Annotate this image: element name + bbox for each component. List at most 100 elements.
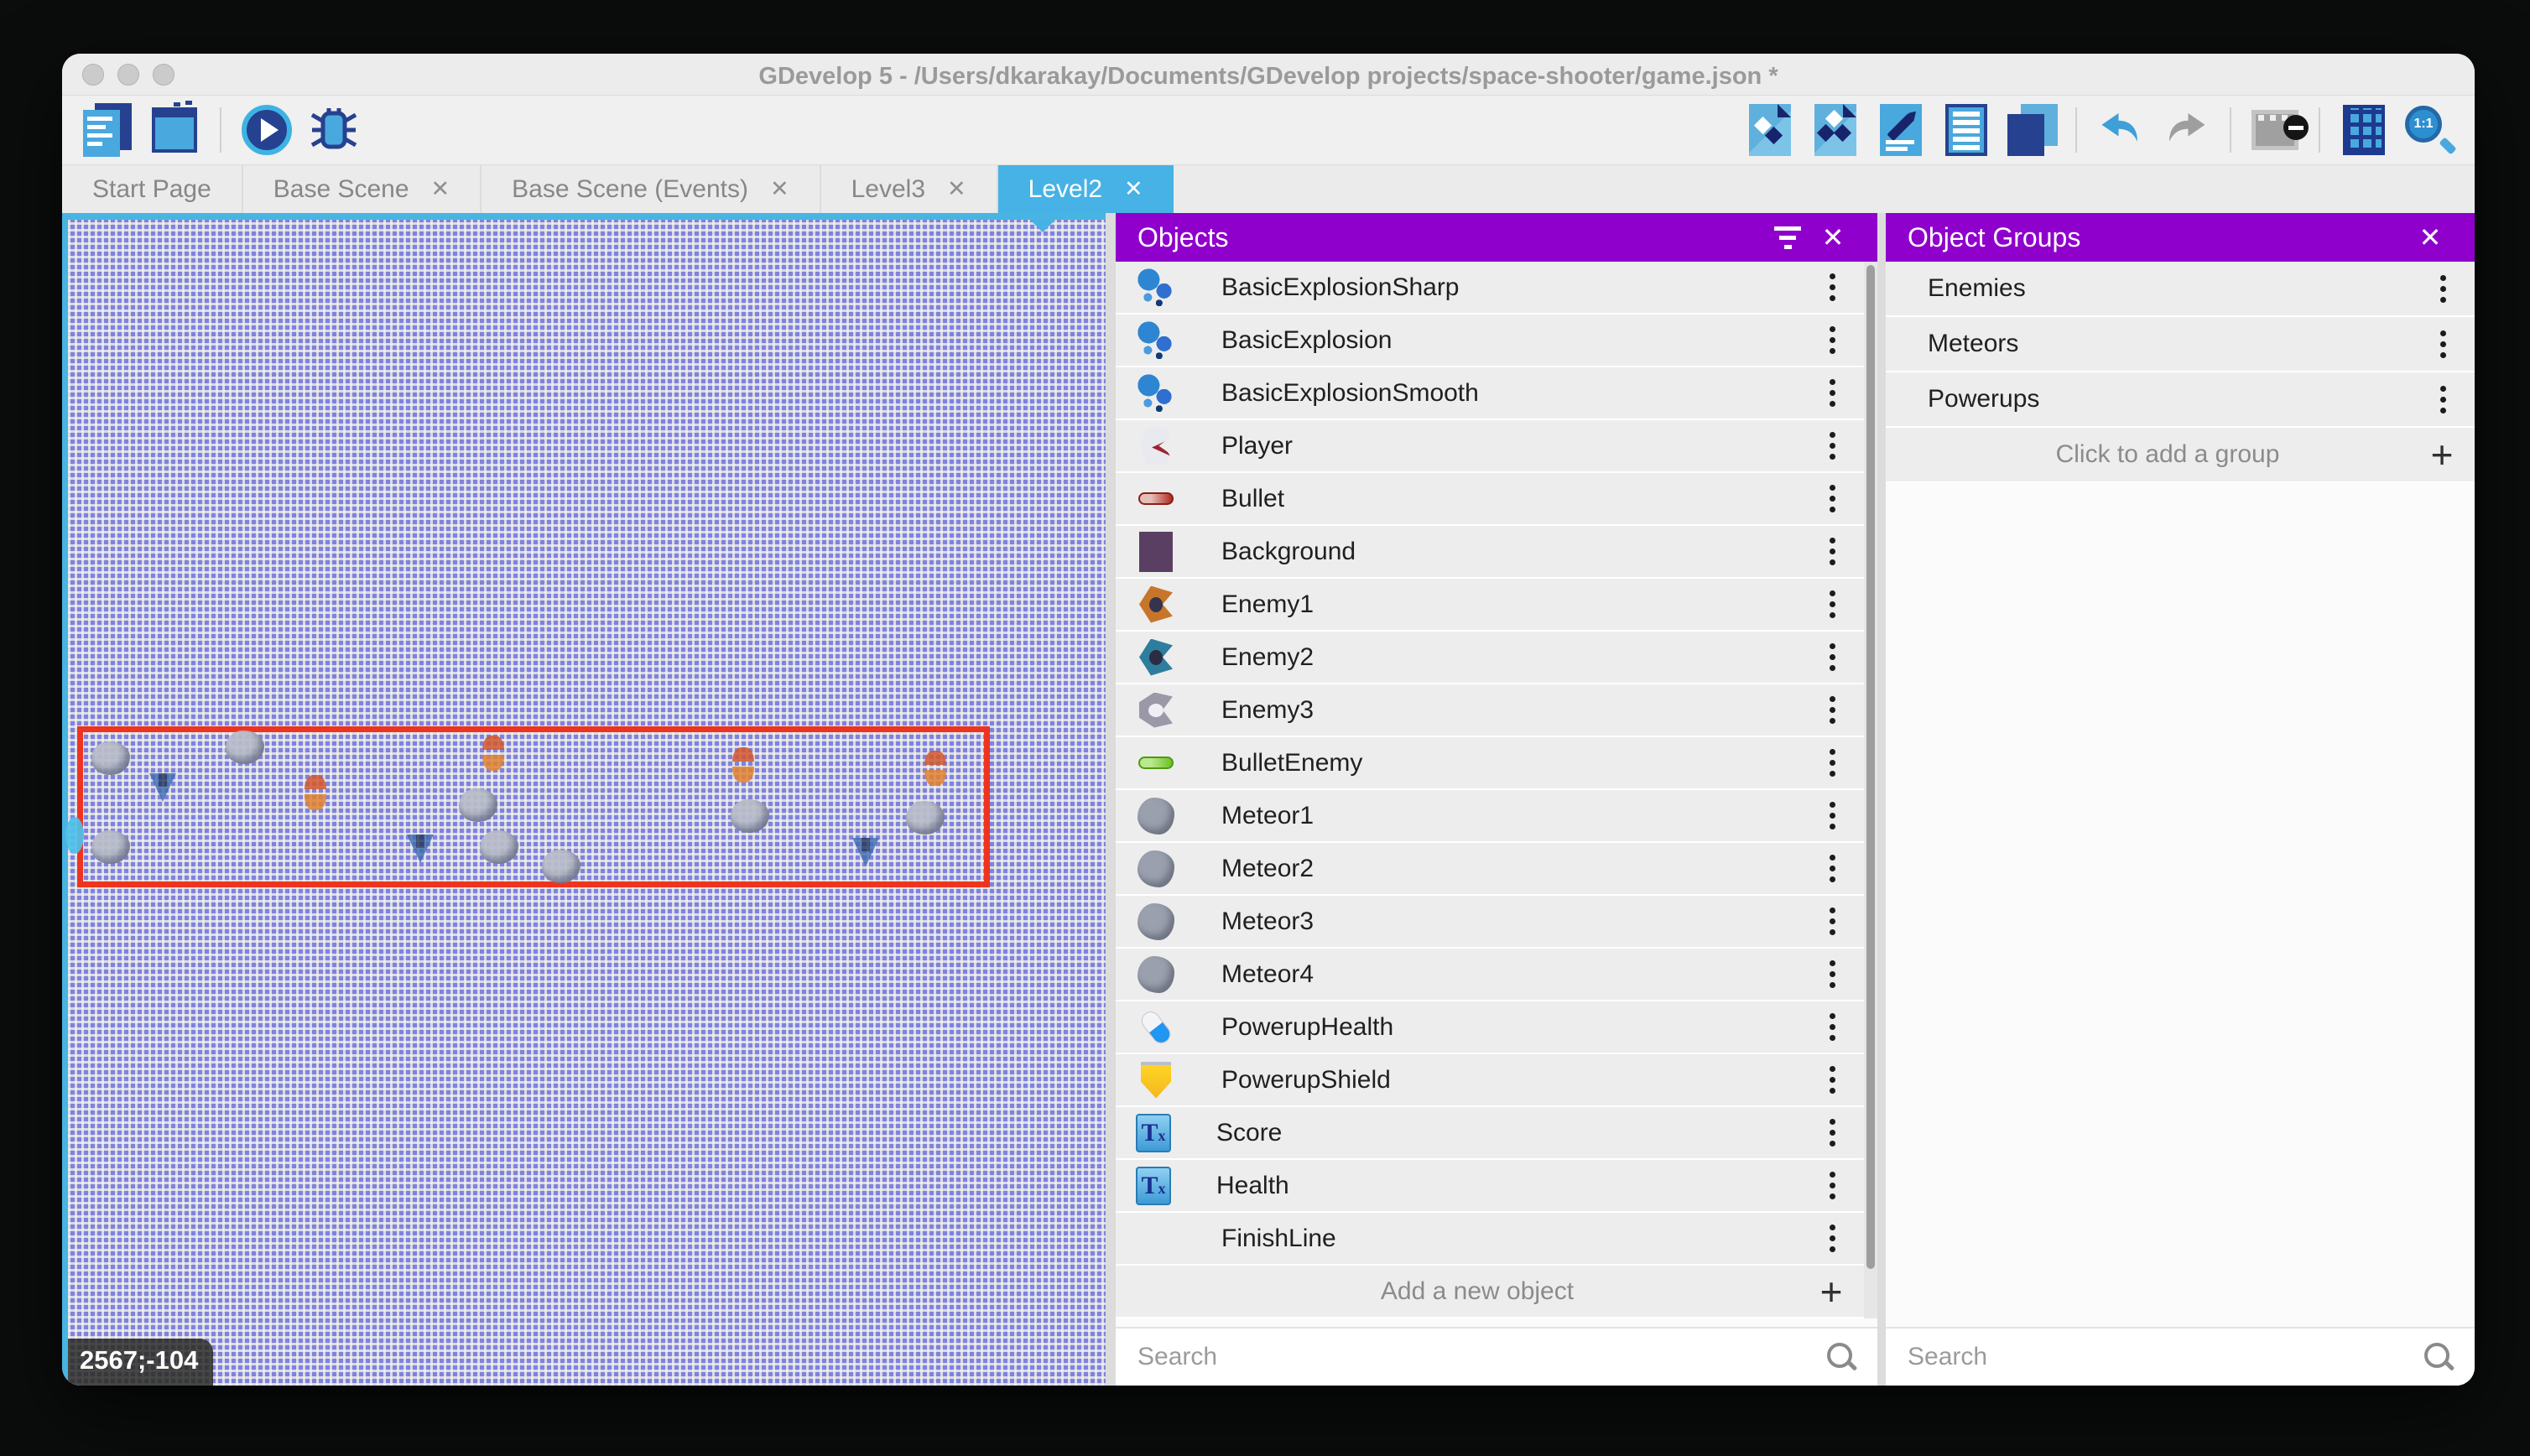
object-row-basicexplosion[interactable]: BasicExplosion	[1116, 315, 1864, 367]
groups-search-input[interactable]	[1908, 1343, 2424, 1371]
tab-close-icon[interactable]: ✕	[947, 176, 966, 201]
kebab-menu-icon[interactable]	[1824, 273, 1840, 301]
object-row-basicexplosionsharp[interactable]: BasicExplosionSharp	[1116, 262, 1864, 315]
kebab-menu-icon[interactable]	[1824, 907, 1840, 935]
redo-button[interactable]	[2156, 100, 2216, 160]
object-row-powerupshield[interactable]: PowerupShield	[1116, 1054, 1864, 1107]
edit-object-groups-button[interactable]	[1805, 100, 1866, 160]
kebab-menu-icon[interactable]	[1824, 855, 1840, 882]
object-row-bullet[interactable]: Bullet	[1116, 473, 1864, 526]
kebab-menu-icon[interactable]	[2434, 385, 2451, 413]
tab-close-icon[interactable]: ✕	[430, 176, 450, 201]
tab-close-icon[interactable]: ✕	[769, 176, 789, 201]
kebab-menu-icon[interactable]	[1824, 749, 1840, 777]
kebab-menu-icon[interactable]	[2434, 274, 2451, 303]
add-group-button[interactable]: Click to add a group +	[1886, 428, 2475, 483]
object-row-meteor2[interactable]: Meteor2	[1116, 843, 1864, 896]
tab-base-scene[interactable]: Base Scene ✕	[243, 165, 482, 213]
sprite-enemy-blue[interactable]	[149, 773, 176, 802]
toggle-grid-button[interactable]	[2334, 100, 2394, 160]
object-row-enemy2[interactable]: Enemy2	[1116, 632, 1864, 684]
zoom-original-button[interactable]: 1:1	[2399, 100, 2460, 160]
sprite-enemy-blue[interactable]	[407, 835, 434, 863]
close-groups-panel-button[interactable]: ✕	[2408, 215, 2453, 260]
object-row-meteor3[interactable]: Meteor3	[1116, 896, 1864, 949]
kebab-menu-icon[interactable]	[1824, 1119, 1840, 1147]
sprite-meteor[interactable]	[91, 741, 130, 775]
edit-layers-button[interactable]	[2002, 100, 2062, 160]
sprite-meteor[interactable]	[91, 830, 130, 864]
sprite-marker-cyan[interactable]	[65, 817, 84, 854]
tab-level2[interactable]: Level2 ✕	[997, 165, 1174, 213]
filter-button[interactable]	[1765, 215, 1810, 260]
object-row-player[interactable]: Player	[1116, 420, 1864, 473]
zoom-window-button[interactable]	[153, 64, 174, 86]
project-manager-button[interactable]	[77, 100, 138, 160]
tab-close-icon[interactable]: ✕	[1124, 176, 1143, 201]
panel-divider	[1106, 213, 1116, 1386]
object-row-enemy1[interactable]: Enemy1	[1116, 579, 1864, 632]
sprite-enemy-orange[interactable]	[482, 736, 504, 771]
kebab-menu-icon[interactable]	[1824, 1013, 1840, 1041]
scrollbar-thumb[interactable]	[1866, 265, 1875, 1269]
kebab-menu-icon[interactable]	[1824, 643, 1840, 671]
object-row-finishline[interactable]: FinishLine	[1116, 1213, 1864, 1266]
sprite-meteor[interactable]	[480, 830, 518, 864]
edit-properties-button[interactable]	[1871, 100, 1931, 160]
sprite-enemy-orange[interactable]	[305, 775, 326, 810]
kebab-menu-icon[interactable]	[1824, 538, 1840, 565]
preview-window-button[interactable]	[144, 100, 205, 160]
edit-objects-button[interactable]	[1740, 100, 1800, 160]
kebab-menu-icon[interactable]	[1824, 485, 1840, 512]
objects-search-input[interactable]	[1137, 1343, 1827, 1371]
kebab-menu-icon[interactable]	[1824, 696, 1840, 724]
object-row-background[interactable]: Background	[1116, 526, 1864, 579]
sprite-meteor[interactable]	[542, 850, 580, 883]
kebab-menu-icon[interactable]	[2434, 330, 2451, 358]
sprite-meteor[interactable]	[226, 731, 264, 764]
sprite-enemy-orange[interactable]	[924, 751, 946, 786]
kebab-menu-icon[interactable]	[1824, 960, 1840, 988]
object-row-poweruphealth[interactable]: PowerupHealth	[1116, 1001, 1864, 1054]
add-object-button[interactable]: Add a new object +	[1116, 1266, 1864, 1318]
undo-button[interactable]	[2090, 100, 2151, 160]
object-row-bulletenemy[interactable]: BulletEnemy	[1116, 737, 1864, 790]
kebab-menu-icon[interactable]	[1824, 326, 1840, 354]
objects-scrollbar[interactable]	[1864, 262, 1877, 1318]
kebab-menu-icon[interactable]	[1824, 802, 1840, 829]
object-name: PowerupShield	[1221, 1065, 1391, 1094]
instances-list-button[interactable]	[1936, 100, 1996, 160]
tab-level3[interactable]: Level3 ✕	[821, 165, 998, 213]
tab-start-page[interactable]: Start Page	[62, 165, 243, 213]
group-row-enemies[interactable]: Enemies	[1886, 262, 2475, 317]
sprite-meteor[interactable]	[731, 799, 769, 833]
close-objects-panel-button[interactable]: ✕	[1810, 215, 1856, 260]
sprite-enemy-orange[interactable]	[732, 747, 754, 783]
kebab-menu-icon[interactable]	[1824, 1225, 1840, 1252]
kebab-menu-icon[interactable]	[1824, 590, 1840, 618]
scene-canvas[interactable]: 2567;-104	[62, 213, 1106, 1386]
sprite-meteor[interactable]	[459, 788, 497, 822]
minimize-window-button[interactable]	[117, 64, 139, 86]
sprite-meteor[interactable]	[906, 801, 945, 835]
group-row-meteors[interactable]: Meteors	[1886, 317, 2475, 372]
kebab-menu-icon[interactable]	[1824, 432, 1840, 460]
tab-base-scene-events-[interactable]: Base Scene (Events) ✕	[482, 165, 821, 213]
group-row-powerups[interactable]: Powerups	[1886, 372, 2475, 428]
kebab-menu-icon[interactable]	[1824, 1066, 1840, 1094]
object-row-meteor4[interactable]: Meteor4	[1116, 949, 1864, 1001]
object-row-enemy3[interactable]: Enemy3	[1116, 684, 1864, 737]
enemy2-thumbnail-icon	[1136, 637, 1176, 678]
debug-button[interactable]	[304, 100, 364, 160]
render-options-button[interactable]	[2245, 100, 2309, 160]
kebab-menu-icon[interactable]	[1824, 379, 1840, 407]
object-name: Meteor1	[1221, 801, 1314, 829]
kebab-menu-icon[interactable]	[1824, 1172, 1840, 1199]
play-button[interactable]	[237, 100, 297, 160]
object-row-meteor1[interactable]: Meteor1	[1116, 790, 1864, 843]
sprite-enemy-blue[interactable]	[852, 838, 879, 866]
close-window-button[interactable]	[82, 64, 104, 86]
object-row-basicexplosionsmooth[interactable]: BasicExplosionSmooth	[1116, 367, 1864, 420]
